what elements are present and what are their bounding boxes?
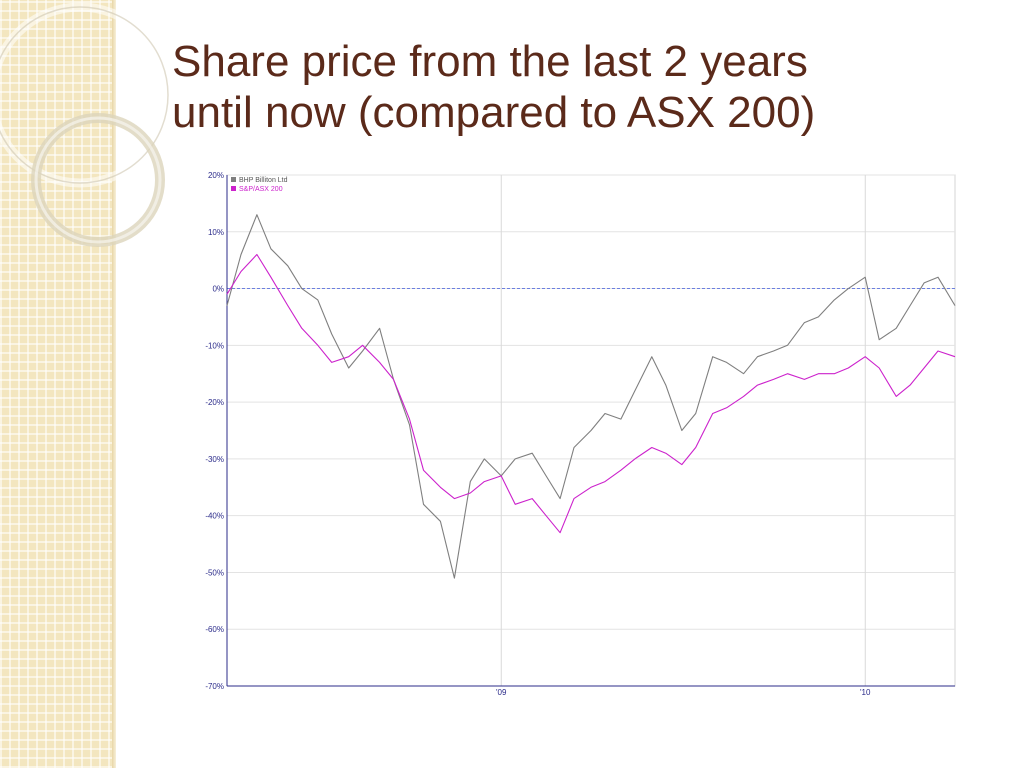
y-tick-label: -50% bbox=[205, 568, 224, 577]
decorative-rings bbox=[0, 2, 173, 247]
legend-swatch bbox=[231, 186, 236, 191]
legend-swatch bbox=[231, 177, 236, 182]
y-tick-label: -10% bbox=[205, 341, 224, 350]
slide-title-line-1: Share price from the last 2 years bbox=[172, 37, 808, 86]
y-tick-label: 10% bbox=[208, 228, 224, 237]
y-tick-label: -30% bbox=[205, 455, 224, 464]
y-tick-label: -20% bbox=[205, 398, 224, 407]
y-tick-label: -40% bbox=[205, 512, 224, 521]
side-panel-edge bbox=[112, 0, 116, 768]
y-tick-label: 0% bbox=[212, 285, 224, 294]
series-line-s-p-asx-200 bbox=[226, 253, 956, 534]
x-tick-label: '09 bbox=[496, 688, 507, 697]
slide-title-line-2: until now (compared to ASX 200) bbox=[172, 88, 816, 138]
series-line-bhp-billiton-ltd bbox=[226, 214, 956, 579]
y-tick-label: -60% bbox=[205, 625, 224, 634]
slide-title: Share price from the last 2 years until … bbox=[172, 36, 992, 139]
x-tick-label: '10 bbox=[860, 688, 871, 697]
legend-label: BHP Billiton Ltd bbox=[239, 177, 288, 184]
legend-label: S&P/ASX 200 bbox=[239, 186, 283, 193]
y-tick-label: -70% bbox=[205, 682, 224, 691]
y-tick-label: 20% bbox=[208, 171, 224, 180]
